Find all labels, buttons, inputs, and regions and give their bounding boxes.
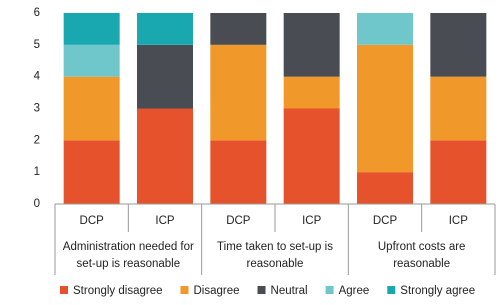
legend-label: Neutral	[271, 285, 308, 297]
legend-swatch	[325, 286, 334, 294]
x-tick-label: DCP	[226, 215, 251, 227]
bar-segment	[63, 140, 120, 204]
bar-segment	[283, 76, 340, 109]
bar-segment	[210, 13, 267, 45]
y-tick-label: 0	[34, 198, 40, 210]
bar-segment	[430, 140, 487, 204]
group-label: Administration needed for	[63, 241, 194, 253]
legend-swatch	[60, 286, 68, 294]
bar-segment	[357, 44, 413, 173]
x-tick-label: ICP	[302, 215, 322, 227]
group-label: set-up is reasonable	[77, 258, 181, 270]
x-tick-label: ICP	[155, 215, 175, 227]
y-tick-label: 2	[34, 134, 40, 146]
legend-label: Agree	[339, 285, 370, 297]
bar-segment	[430, 13, 487, 77]
legend-swatch	[257, 286, 266, 294]
y-tick-label: 6	[34, 7, 40, 19]
bar-segment	[63, 44, 120, 77]
y-tick-label: 3	[34, 103, 40, 115]
bar-segment	[63, 76, 120, 141]
group-label: Time taken to set-up is	[217, 241, 333, 253]
y-tick-label: 1	[34, 166, 40, 178]
bar-segment	[283, 108, 340, 204]
group-label: reasonable	[247, 258, 304, 270]
bar-segment	[137, 108, 193, 204]
group-label: reasonable	[393, 258, 450, 270]
legend-label: Disagree	[194, 285, 240, 297]
bar-segment	[283, 13, 340, 77]
bar-segment	[137, 13, 193, 45]
bar-segment	[430, 76, 487, 141]
bar-segment	[357, 13, 413, 45]
legend-label: Strongly disagree	[73, 285, 163, 297]
legend-label: Strongly agree	[400, 285, 475, 297]
y-tick-label: 5	[34, 39, 40, 51]
legend-swatch	[387, 286, 396, 294]
bar-segment	[357, 172, 413, 204]
bar-segment	[137, 44, 193, 109]
y-tick-label: 4	[34, 71, 41, 83]
group-label: Upfront costs are	[378, 241, 466, 253]
x-tick-label: ICP	[449, 215, 469, 227]
legend-swatch	[180, 286, 189, 294]
bar-segment	[210, 140, 267, 204]
x-tick-label: DCP	[373, 215, 398, 227]
bar-segment	[210, 44, 267, 141]
x-tick-label: DCP	[80, 215, 105, 227]
bar-segment	[63, 13, 120, 45]
